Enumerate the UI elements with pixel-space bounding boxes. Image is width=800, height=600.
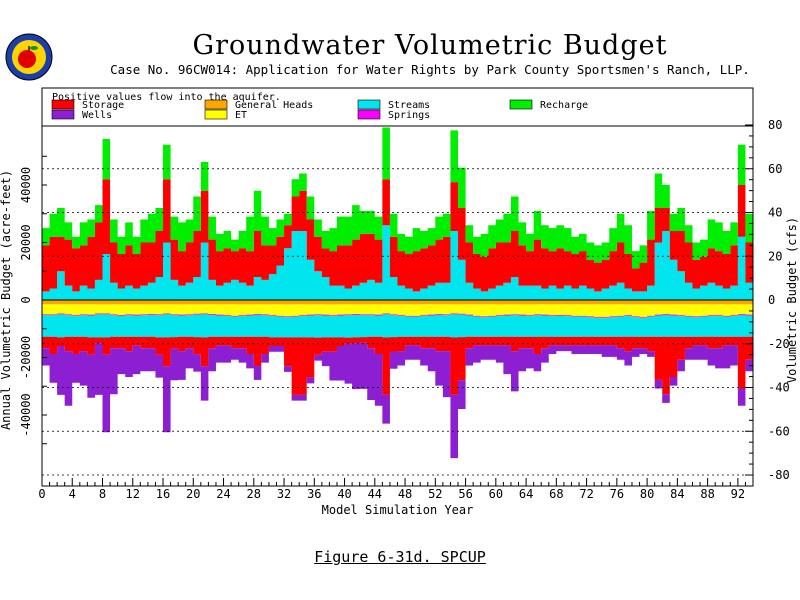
x-axis-label: Model Simulation Year xyxy=(322,503,474,517)
inflow-recharge-area xyxy=(42,127,753,269)
legend-label: Recharge xyxy=(540,100,588,111)
y-left-tick-label: 40000 xyxy=(19,167,33,203)
legend-label: Storage xyxy=(82,100,124,111)
x-tick-label: 92 xyxy=(731,487,745,501)
legend-swatch xyxy=(51,109,75,120)
legend-box xyxy=(41,87,754,127)
x-tick-label: 8 xyxy=(99,487,106,501)
x-tick-label: 24 xyxy=(216,487,230,501)
y-right-tick-label: 40 xyxy=(768,206,782,220)
inflow-storage-area xyxy=(42,179,753,292)
x-tick-label: 16 xyxy=(156,487,170,501)
y-right-tick-label: 20 xyxy=(768,249,782,263)
x-tick-label: 32 xyxy=(277,487,291,501)
legend-swatch xyxy=(509,99,533,110)
legend-label: Wells xyxy=(82,110,112,121)
x-tick-label: 76 xyxy=(610,487,624,501)
legend-swatch xyxy=(51,99,75,110)
legend-label: Streams xyxy=(388,100,430,111)
x-tick-label: 80 xyxy=(640,487,654,501)
y-right-tick-label: 60 xyxy=(768,162,782,176)
figure-caption-text: Figure 6-31d. SPCUP xyxy=(314,548,486,566)
legend-swatch xyxy=(204,109,228,120)
x-tick-label: 56 xyxy=(458,487,472,501)
x-tick-label: 44 xyxy=(368,487,382,501)
outflow-streams-area xyxy=(42,314,753,338)
x-tick-label: 4 xyxy=(69,487,76,501)
outflow-general-heads-area xyxy=(42,300,753,305)
x-tick-label: 72 xyxy=(579,487,593,501)
legend-note: Positive values flow into the aquifer. xyxy=(52,92,281,103)
chart-subtitle: Case No. 96CW014: Application for Water … xyxy=(110,62,750,77)
legend-swatch xyxy=(357,99,381,110)
outflow-storage-area xyxy=(42,336,753,395)
x-tick-label: 48 xyxy=(398,487,412,501)
legend-swatch xyxy=(357,109,381,120)
y-right-tick-label: -20 xyxy=(768,337,790,351)
y-right-tick-label: -60 xyxy=(768,424,790,438)
y-left-axis-label: Annual Volumetric Budget (acre-feet) xyxy=(0,170,13,430)
legend-swatch xyxy=(204,99,228,110)
x-tick-label: 52 xyxy=(428,487,442,501)
x-tick-label: 68 xyxy=(549,487,563,501)
y-right-axis-label: Volumetric Budget (cfs) xyxy=(785,217,799,383)
y-right-tick-label: -80 xyxy=(768,468,790,482)
x-tick-label: 60 xyxy=(489,487,503,501)
y-right-tick-label: 0 xyxy=(768,293,775,307)
y-left-tick-label: -20000 xyxy=(19,336,33,379)
chart-title: Groundwater Volumetric Budget xyxy=(192,30,668,61)
x-tick-label: 36 xyxy=(307,487,321,501)
outflow-wells-area xyxy=(42,342,753,459)
outflow-et-area xyxy=(42,304,753,318)
y-left-tick-label: 20000 xyxy=(19,224,33,260)
x-tick-label: 20 xyxy=(186,487,200,501)
x-tick-label: 84 xyxy=(670,487,684,501)
legend-label: ET xyxy=(235,110,247,121)
x-tick-label: 0 xyxy=(38,487,45,501)
y-left-tick-label: -40000 xyxy=(19,393,33,436)
x-tick-label: 12 xyxy=(126,487,140,501)
y-left-tick-label: 0 xyxy=(19,296,33,303)
agency-seal-logo xyxy=(4,32,54,86)
x-tick-label: 88 xyxy=(700,487,714,501)
x-tick-label: 28 xyxy=(247,487,261,501)
y-right-tick-label: -40 xyxy=(768,381,790,395)
legend-label: Springs xyxy=(388,110,430,121)
y-right-tick-label: 80 xyxy=(768,118,782,132)
x-tick-label: 64 xyxy=(519,487,533,501)
legend-label: General Heads xyxy=(235,100,313,111)
figure-caption: Figure 6-31d. SPCUP xyxy=(0,548,800,566)
x-tick-label: 40 xyxy=(337,487,351,501)
